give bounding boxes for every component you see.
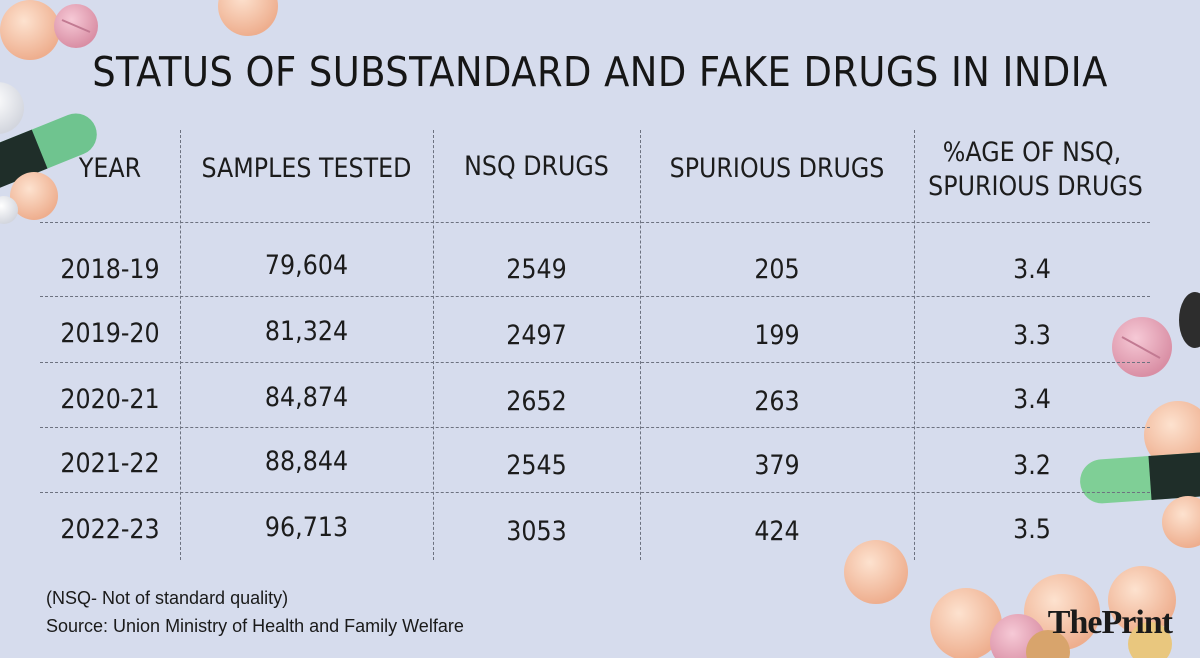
row-divider: [40, 296, 1150, 297]
cell-nsq-drugs: 2549: [506, 254, 567, 285]
cell-year: 2022-23: [60, 514, 160, 545]
cell-percentage: 3.3: [1013, 320, 1051, 351]
header-percentage-line-2: SPURIOUS DRUGS: [928, 171, 1143, 202]
header-nsq-drugs: NSQ DRUGS: [464, 151, 609, 182]
row-divider: [40, 427, 1150, 428]
cell-samples-tested: 79,604: [264, 250, 349, 281]
cell-samples-tested: 84,874: [264, 382, 349, 413]
theprint-logo: ThePrint: [1047, 604, 1173, 642]
source-note: Source: Union Ministry of Health and Fam…: [46, 616, 464, 636]
cell-spurious-drugs: 424: [754, 516, 800, 547]
footnote: (NSQ- Not of standard quality): [46, 588, 289, 608]
header-samples-tested: SAMPLES TESTED: [201, 153, 412, 184]
cell-spurious-drugs: 199: [754, 320, 800, 351]
cell-nsq-drugs: 2545: [506, 450, 567, 481]
cell-year: 2020-21: [60, 384, 160, 415]
cell-year: 2019-20: [60, 318, 160, 349]
drug-status-table: YEAR SAMPLES TESTED NSQ DRUGS SPURIOUS D…: [40, 130, 1150, 560]
cell-spurious-drugs: 379: [754, 450, 800, 481]
cell-percentage: 3.5: [1013, 514, 1051, 545]
column-divider: [180, 130, 181, 560]
cell-nsq-drugs: 3053: [506, 516, 567, 547]
row-divider: [40, 222, 1150, 223]
cell-samples-tested: 81,324: [264, 316, 349, 347]
cell-percentage: 3.4: [1013, 384, 1051, 415]
cell-spurious-drugs: 263: [754, 386, 800, 417]
logo-the: The: [1047, 604, 1103, 641]
column-divider: [433, 130, 434, 560]
header-percentage-line-1: %AGE OF NSQ,: [942, 137, 1122, 168]
cell-percentage: 3.2: [1013, 450, 1051, 481]
cell-nsq-drugs: 2652: [506, 386, 567, 417]
logo-print: Print: [1101, 604, 1173, 641]
cell-samples-tested: 88,844: [264, 446, 349, 477]
cell-nsq-drugs: 2497: [506, 320, 567, 351]
cell-year: 2018-19: [60, 254, 160, 285]
cell-spurious-drugs: 205: [754, 254, 800, 285]
cell-samples-tested: 96,713: [264, 512, 349, 543]
header-spurious-drugs: SPURIOUS DRUGS: [669, 153, 885, 184]
column-divider: [914, 130, 915, 560]
cell-year: 2021-22: [60, 448, 160, 479]
header-year: YEAR: [78, 153, 142, 184]
page-title: STATUS OF SUBSTANDARD AND FAKE DRUGS IN …: [92, 48, 1108, 96]
row-divider: [40, 492, 1150, 493]
column-divider: [640, 130, 641, 560]
row-divider: [40, 362, 1150, 363]
cell-percentage: 3.4: [1013, 254, 1051, 285]
